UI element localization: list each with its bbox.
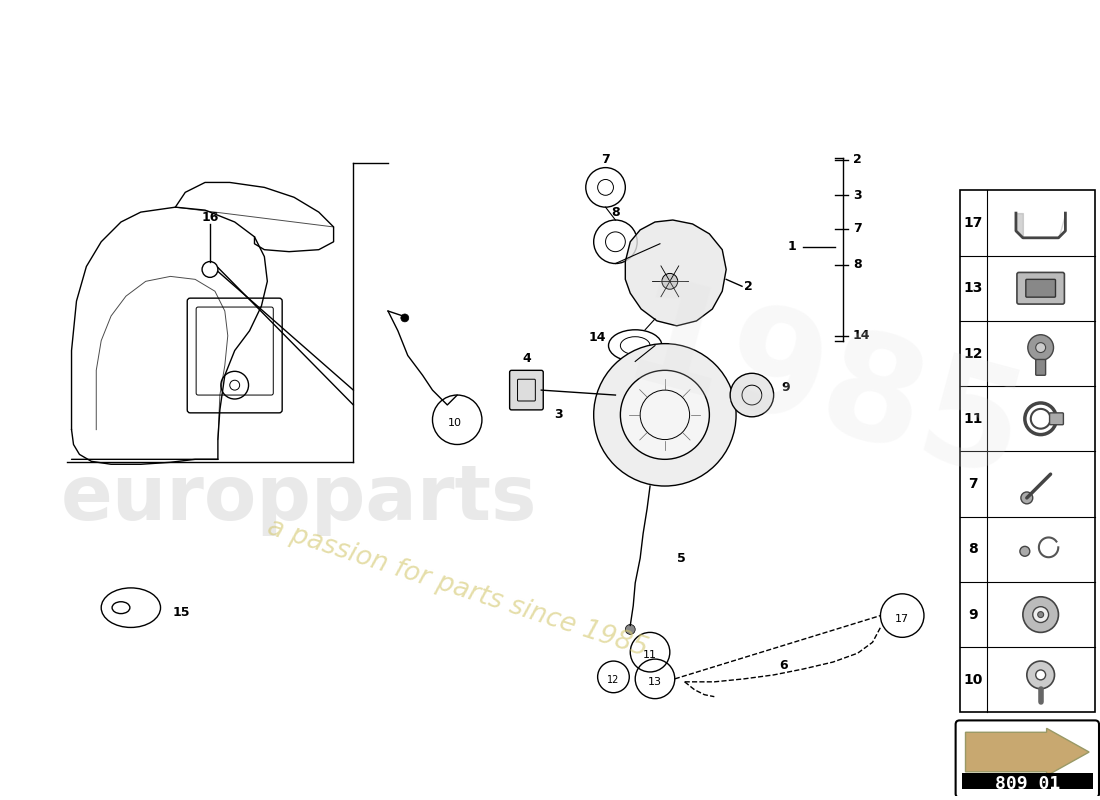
FancyBboxPatch shape bbox=[1049, 413, 1064, 425]
Text: 10: 10 bbox=[964, 673, 983, 687]
Circle shape bbox=[1033, 606, 1048, 622]
Text: 17: 17 bbox=[964, 216, 983, 230]
Circle shape bbox=[1023, 597, 1058, 632]
FancyBboxPatch shape bbox=[1036, 359, 1046, 375]
Text: 14: 14 bbox=[588, 331, 606, 344]
Text: 10: 10 bbox=[448, 418, 462, 428]
Circle shape bbox=[1027, 334, 1054, 361]
Circle shape bbox=[1020, 546, 1030, 556]
Text: 9: 9 bbox=[782, 381, 790, 394]
Text: 7: 7 bbox=[602, 153, 609, 166]
FancyBboxPatch shape bbox=[1016, 273, 1065, 304]
Text: 1: 1 bbox=[788, 240, 795, 254]
Text: 3: 3 bbox=[852, 189, 861, 202]
Text: 15: 15 bbox=[173, 606, 190, 619]
Text: 14: 14 bbox=[852, 330, 870, 342]
Text: 4: 4 bbox=[522, 352, 531, 365]
Text: 2: 2 bbox=[744, 280, 752, 293]
Text: 8: 8 bbox=[612, 206, 619, 218]
Circle shape bbox=[1036, 342, 1046, 353]
Text: 5: 5 bbox=[676, 552, 685, 565]
Polygon shape bbox=[966, 728, 1089, 776]
Text: 3: 3 bbox=[553, 408, 562, 422]
Circle shape bbox=[594, 344, 736, 486]
Text: 8: 8 bbox=[968, 542, 978, 556]
Text: 11: 11 bbox=[964, 412, 983, 426]
Text: 1985: 1985 bbox=[608, 270, 1037, 510]
Text: 11: 11 bbox=[644, 650, 657, 660]
Circle shape bbox=[1036, 670, 1046, 680]
Text: 13: 13 bbox=[648, 677, 662, 687]
Text: europparts: europparts bbox=[60, 462, 537, 536]
FancyBboxPatch shape bbox=[961, 773, 1093, 789]
Text: 6: 6 bbox=[779, 658, 788, 671]
Text: 9: 9 bbox=[969, 607, 978, 622]
Circle shape bbox=[1026, 661, 1055, 689]
Text: 2: 2 bbox=[852, 153, 861, 166]
Text: 13: 13 bbox=[964, 282, 983, 295]
Circle shape bbox=[1037, 612, 1044, 618]
Circle shape bbox=[1021, 492, 1033, 504]
Circle shape bbox=[730, 374, 773, 417]
Polygon shape bbox=[625, 220, 726, 326]
FancyBboxPatch shape bbox=[1026, 279, 1056, 297]
Text: 17: 17 bbox=[895, 614, 910, 623]
Text: 12: 12 bbox=[964, 346, 983, 361]
Text: 8: 8 bbox=[852, 258, 861, 271]
Text: 7: 7 bbox=[969, 477, 978, 491]
Text: 7: 7 bbox=[852, 222, 861, 235]
Circle shape bbox=[662, 274, 678, 290]
Text: a passion for parts since 1985: a passion for parts since 1985 bbox=[264, 514, 651, 662]
FancyBboxPatch shape bbox=[509, 370, 543, 410]
Circle shape bbox=[400, 314, 409, 322]
Circle shape bbox=[620, 370, 710, 459]
Circle shape bbox=[625, 625, 635, 634]
Text: 12: 12 bbox=[607, 675, 619, 685]
Text: 809 01: 809 01 bbox=[994, 774, 1060, 793]
Text: 16: 16 bbox=[201, 210, 219, 223]
